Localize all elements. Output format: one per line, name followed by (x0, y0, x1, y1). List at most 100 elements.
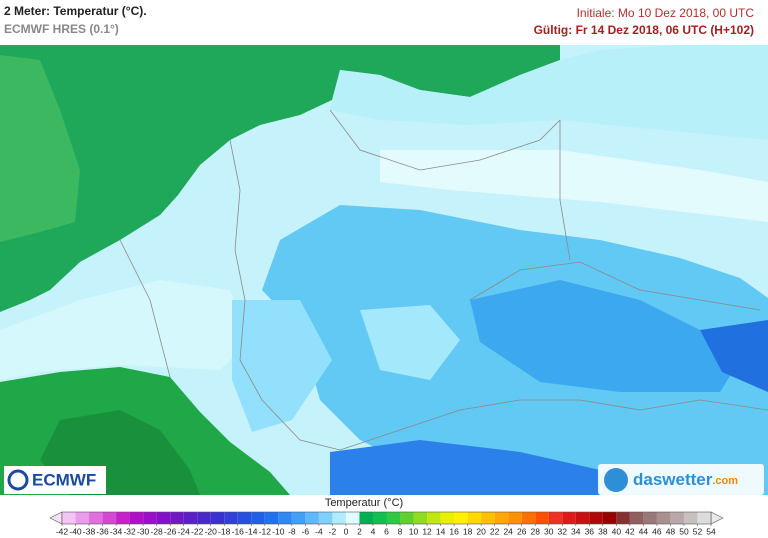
colorbar-tick-label: 36 (585, 526, 595, 536)
daswetter-name: daswetter (633, 470, 713, 489)
colorbar-cell (494, 512, 509, 524)
colder-area (470, 280, 740, 392)
colorbar-tick-label: -10 (272, 526, 285, 536)
colorbar-tick-label: -28 (150, 526, 163, 536)
colorbar-cell (521, 512, 536, 524)
colorbar-cell (75, 512, 90, 524)
colorbar-cell (359, 512, 373, 524)
daswetter-logo-box (598, 464, 764, 495)
colorbar-cell (264, 512, 279, 524)
colorbar-tick-label: 30 (544, 526, 554, 536)
colorbar-tick-label: 28 (530, 526, 540, 536)
colorbar-cell (562, 512, 576, 524)
colorbar-cell (629, 512, 644, 524)
colorbar-cell (278, 512, 292, 524)
colorbar-title: Temperatur (°C) (325, 497, 403, 509)
daswetter-logo: daswetter.com (633, 470, 738, 489)
colorbar-tick-label: 22 (490, 526, 500, 536)
colorbar-tick-label: 40 (612, 526, 622, 536)
colorbar-tick-label: -14 (245, 526, 258, 536)
colorbar-tick-label: 6 (384, 526, 389, 536)
lowland (0, 280, 250, 380)
colorbar-tick-label: -36 (96, 526, 109, 536)
map-title: 2 Meter: Temperatur (°C). (4, 4, 147, 18)
colorbar-tick-label: 52 (693, 526, 703, 536)
colorbar-cell (643, 512, 657, 524)
colorbar-tick-label: 14 (436, 526, 446, 536)
colorbar-cell (427, 512, 441, 524)
colorbar-cell (656, 512, 671, 524)
ecmwf-logo: ECMWF (32, 470, 96, 489)
colorbar-cell (575, 512, 590, 524)
colorbar-tick-label: -26 (164, 526, 177, 536)
colorbar-tick-label: 42 (625, 526, 635, 536)
colorbar-tick-label: 20 (476, 526, 486, 536)
colorbar-cell (237, 512, 252, 524)
mild-patch (232, 300, 332, 432)
colorbar-cell (156, 512, 171, 524)
colorbar-tick-label: 0 (344, 526, 349, 536)
model-name: ECMWF HRES (0.1°) (4, 22, 119, 36)
colorbar-cell (683, 512, 698, 524)
colorbar-tick-label: 38 (598, 526, 608, 536)
country-border (339, 399, 768, 451)
colorbar-cell (697, 512, 711, 524)
colorbar-tick-label: -16 (232, 526, 245, 536)
colorbar-under (49, 511, 63, 525)
colorbar-cell (548, 512, 563, 524)
colorbar-cell (224, 512, 238, 524)
colorbar-cell (413, 512, 428, 524)
country-border (229, 139, 341, 451)
colorbar-cell (345, 512, 360, 524)
colorbar-tick-label: 2 (357, 526, 362, 536)
colorbar-cell (372, 512, 387, 524)
colorbar-over (710, 511, 724, 525)
init-time: Initiale: Mo 10 Dez 2018, 00 UTC (577, 6, 755, 20)
colorbar-cell (318, 512, 333, 524)
colorbar-tick-label: 24 (503, 526, 513, 536)
country-border (329, 109, 561, 171)
colorbar-cell (670, 512, 684, 524)
daswetter-logo-icon (604, 468, 628, 492)
colorbar-tick-label: -38 (83, 526, 96, 536)
colorbar-tick-label: 26 (517, 526, 527, 536)
cold-strip (380, 150, 768, 222)
colorbar-cell (400, 512, 414, 524)
colorbar-cell (602, 512, 617, 524)
colorbar-cell (116, 512, 130, 524)
colorbar-cell (170, 512, 184, 524)
colorbar-cell (481, 512, 495, 524)
colorbar-tick-label: 18 (463, 526, 473, 536)
colorbar-cell (332, 512, 346, 524)
ecmwf-logo-icon (7, 469, 29, 491)
colorbar-tick-label: 44 (639, 526, 649, 536)
colorbar-cell (589, 512, 603, 524)
country-border (559, 120, 571, 261)
colorbar-tick-label: 48 (666, 526, 676, 536)
colorbar: -42 -40 -38 -36 -34 -32 -30 -28 -26 -24 -22 -20 -18-… (56, 511, 716, 536)
colorbar-tick-label: -18 (218, 526, 231, 536)
colorbar-cell (454, 512, 468, 524)
colorbar-tick-label: 16 (449, 526, 459, 536)
colorbar-tick-label: 50 (679, 526, 689, 536)
colorbar-tick-label: 46 (652, 526, 662, 536)
colorbar-cell (210, 512, 225, 524)
valid-time: Gültig: Fr 14 Dez 2018, 06 UTC (H+102) (534, 23, 754, 37)
land-west (0, 55, 80, 242)
coldest-area (700, 320, 768, 392)
colorbar-tick-label: -12 (259, 526, 272, 536)
colorbar-tick-label: -22 (191, 526, 204, 536)
colorbar-cell (291, 512, 306, 524)
country-border (469, 261, 761, 311)
daswetter-suffix: .com (712, 475, 738, 487)
colorbar-tick-label: -8 (288, 526, 296, 536)
map (0, 45, 768, 495)
mild-patch (360, 305, 460, 380)
colorbar-cell (62, 512, 76, 524)
colorbar-tick-label: -42 (56, 526, 69, 536)
colorbar-tick-label: -30 (137, 526, 150, 536)
country-border (119, 239, 171, 378)
colorbar-tick-label: -32 (123, 526, 136, 536)
